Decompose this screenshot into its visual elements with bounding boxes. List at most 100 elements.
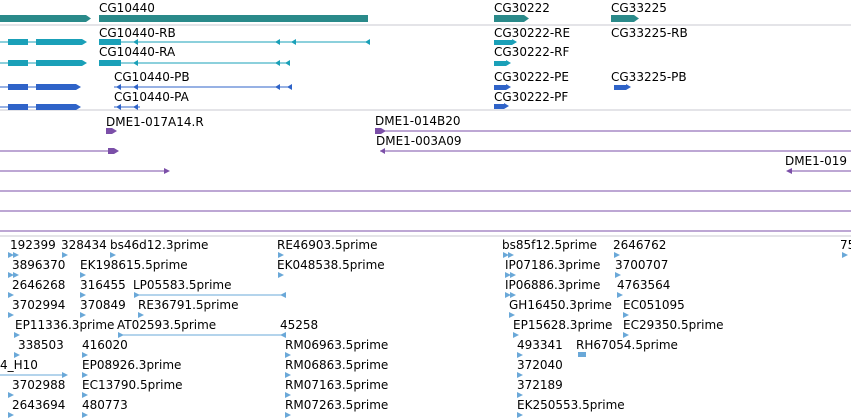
clone-label-019[interactable]: DME1-019 bbox=[785, 154, 847, 168]
est-marker[interactable] bbox=[8, 272, 14, 278]
est-marker[interactable] bbox=[513, 332, 519, 338]
protein-label-pf[interactable]: CG30222-PF bbox=[494, 90, 568, 104]
est-label[interactable]: 4_H10 bbox=[0, 358, 38, 372]
est-marker[interactable] bbox=[508, 252, 514, 258]
est-label[interactable]: RM07163.5prime bbox=[285, 378, 388, 392]
est-marker[interactable] bbox=[82, 372, 88, 378]
cds[interactable] bbox=[36, 104, 76, 110]
clone-marker[interactable] bbox=[375, 128, 386, 134]
protein-label-pa[interactable]: CG10440-PA bbox=[114, 90, 190, 104]
est-marker[interactable] bbox=[110, 252, 116, 258]
est-marker[interactable] bbox=[615, 272, 621, 278]
est-marker[interactable] bbox=[82, 412, 88, 418]
est-marker[interactable] bbox=[623, 332, 629, 338]
est-label[interactable]: RE46903.5prime bbox=[277, 238, 378, 252]
est-label[interactable]: 3702988 bbox=[12, 378, 65, 392]
transcript-label-rb[interactable]: CG10440-RB bbox=[99, 26, 176, 40]
est-label[interactable]: 370849 bbox=[80, 298, 126, 312]
protein-label-pb[interactable]: CG10440-PB bbox=[114, 70, 190, 84]
cds[interactable] bbox=[36, 84, 76, 90]
gene-bar-cg30222[interactable] bbox=[494, 15, 524, 22]
gene-label-cg10440[interactable]: CG10440 bbox=[99, 1, 155, 15]
clone-marker[interactable] bbox=[108, 148, 119, 154]
clone-label-017a14[interactable]: DME1-017A14.R bbox=[106, 115, 204, 129]
est-marker[interactable] bbox=[285, 392, 291, 398]
est-marker[interactable] bbox=[62, 252, 68, 258]
clone-marker[interactable] bbox=[106, 128, 117, 134]
est-marker[interactable] bbox=[505, 272, 511, 278]
est-label[interactable]: LP05583.5prime bbox=[133, 278, 232, 292]
est-marker[interactable] bbox=[285, 372, 291, 378]
est-label[interactable]: RH67054.5prime bbox=[576, 338, 678, 352]
gene-label-cg33225[interactable]: CG33225 bbox=[611, 1, 667, 15]
est-marker[interactable] bbox=[80, 312, 86, 318]
est-label[interactable]: 416020 bbox=[82, 338, 128, 352]
est-marker[interactable] bbox=[842, 252, 848, 258]
est-label[interactable]: EC13790.5prime bbox=[82, 378, 183, 392]
est-marker[interactable] bbox=[517, 352, 523, 358]
cds[interactable] bbox=[494, 104, 504, 109]
est-label[interactable]: 372040 bbox=[517, 358, 563, 372]
est-label[interactable]: RM07263.5prime bbox=[285, 398, 388, 412]
est-marker[interactable] bbox=[80, 272, 86, 278]
est-label[interactable]: bs85f12.5prime bbox=[502, 238, 597, 252]
est-marker[interactable] bbox=[614, 252, 620, 258]
transcript-label-rf[interactable]: CG30222-RF bbox=[494, 45, 570, 59]
exon[interactable] bbox=[99, 39, 121, 45]
est-marker[interactable] bbox=[118, 332, 124, 338]
exon[interactable] bbox=[99, 60, 121, 66]
est-label[interactable]: IP06886.3prime bbox=[505, 278, 600, 292]
est-label[interactable]: 2643694 bbox=[12, 398, 65, 412]
est-label[interactable]: IP07186.3prime bbox=[505, 258, 600, 272]
est-label[interactable]: 45258 bbox=[280, 318, 318, 332]
est-marker[interactable] bbox=[503, 252, 509, 258]
est-marker[interactable] bbox=[617, 292, 623, 298]
est-label[interactable]: RE36791.5prime bbox=[138, 298, 239, 312]
gene-bar-cg10440[interactable] bbox=[99, 15, 368, 22]
protein-label-cg33225-pb[interactable]: CG33225-PB bbox=[611, 70, 687, 84]
est-marker[interactable] bbox=[623, 312, 629, 318]
est-block[interactable] bbox=[578, 352, 586, 357]
est-label[interactable]: RM06863.5prime bbox=[285, 358, 388, 372]
est-marker[interactable] bbox=[134, 292, 140, 298]
est-label[interactable]: EP15628.3prime bbox=[513, 318, 612, 332]
est-label[interactable]: EP08926.3prime bbox=[82, 358, 181, 372]
est-label[interactable]: 75 bbox=[840, 238, 851, 252]
est-marker[interactable] bbox=[280, 292, 286, 298]
est-label[interactable]: EK198615.5prime bbox=[80, 258, 188, 272]
est-label[interactable]: EC051095 bbox=[623, 298, 685, 312]
est-label[interactable]: 480773 bbox=[82, 398, 128, 412]
est-marker[interactable] bbox=[285, 412, 291, 418]
exon[interactable] bbox=[494, 61, 506, 66]
est-label[interactable]: 3702994 bbox=[12, 298, 65, 312]
est-marker[interactable] bbox=[13, 272, 19, 278]
transcript-label-ra[interactable]: CG10440-RA bbox=[99, 45, 176, 59]
est-label[interactable]: EC29350.5prime bbox=[623, 318, 724, 332]
est-marker[interactable] bbox=[278, 252, 284, 258]
protein-label-pe[interactable]: CG30222-PE bbox=[494, 70, 569, 84]
est-marker[interactable] bbox=[13, 252, 19, 258]
est-marker[interactable] bbox=[517, 392, 523, 398]
gene-bar[interactable] bbox=[0, 15, 86, 22]
est-marker[interactable] bbox=[517, 372, 523, 378]
exon[interactable] bbox=[36, 39, 82, 45]
est-marker[interactable] bbox=[8, 412, 14, 418]
est-label[interactable]: 338503 bbox=[18, 338, 64, 352]
est-label[interactable]: 2646762 bbox=[613, 238, 666, 252]
est-label[interactable]: 2646268 bbox=[12, 278, 65, 292]
est-label[interactable]: 3896370 bbox=[12, 258, 65, 272]
est-label[interactable]: 328434 bbox=[61, 238, 107, 252]
est-label[interactable]: 4763564 bbox=[617, 278, 670, 292]
transcript-label-re[interactable]: CG30222-RE bbox=[494, 26, 570, 40]
est-label[interactable]: 316455 bbox=[80, 278, 126, 292]
est-marker[interactable] bbox=[8, 312, 14, 318]
est-marker[interactable] bbox=[80, 292, 86, 298]
cds[interactable] bbox=[494, 85, 506, 90]
est-marker[interactable] bbox=[138, 312, 144, 318]
exon[interactable] bbox=[36, 60, 82, 66]
est-marker[interactable] bbox=[8, 292, 14, 298]
cds[interactable] bbox=[614, 85, 626, 90]
est-marker[interactable] bbox=[517, 412, 523, 418]
exon[interactable] bbox=[8, 60, 28, 66]
est-label[interactable]: GH16450.3prime bbox=[509, 298, 612, 312]
